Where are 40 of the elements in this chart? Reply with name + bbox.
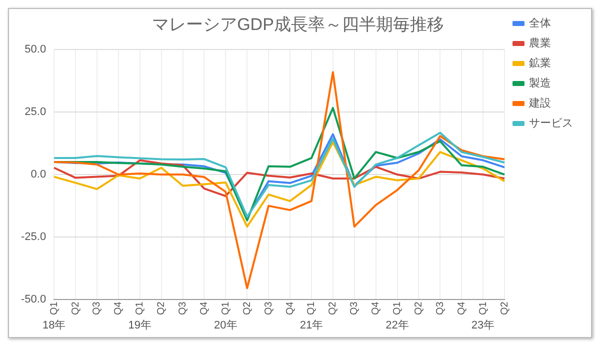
y-tick-label: 50.0 <box>24 43 46 56</box>
text: 19年 <box>128 320 152 332</box>
x-tick-label: Q1 <box>134 301 146 316</box>
x-tick-label: Q2 <box>499 301 510 316</box>
x-tick-label: Q4 <box>198 301 210 316</box>
x-tick-label: Q2 <box>242 301 253 316</box>
text: 22年 <box>386 320 409 332</box>
y-tick-label: -25.0 <box>20 231 46 244</box>
x-tick-label: Q3 <box>434 301 446 316</box>
x-tick-label: Q1 <box>392 301 404 316</box>
x-tick-label: Q2 <box>70 301 82 316</box>
text: 21年 <box>300 320 324 332</box>
x-tick-label: Q3 <box>92 301 103 316</box>
text: 18年 <box>42 320 66 332</box>
x-tick-label: Q4 <box>456 301 468 316</box>
x-tick-label: Q3 <box>349 301 360 316</box>
x-tick-label: Q3 <box>178 301 189 316</box>
x-tick-label: Q2 <box>413 301 424 316</box>
x-tick-label: Q1 <box>306 301 318 316</box>
text: 20年 <box>214 320 238 332</box>
chart-title: マレーシアGDP成長率～四半期毎推移 <box>152 14 444 34</box>
y-tick-label: -50.0 <box>20 294 46 306</box>
y-tick-label: 25.0 <box>24 106 46 118</box>
x-tick-label: Q4 <box>284 301 296 316</box>
x-tick-label: Q2 <box>156 301 168 316</box>
y-tick-label: 0.0 <box>30 168 46 181</box>
text: 23年 <box>471 320 495 332</box>
x-tick-label: Q1 <box>48 301 60 316</box>
legend-label: 製造 <box>529 76 551 90</box>
x-tick-label: Q4 <box>370 301 382 316</box>
x-tick-label: Q2 <box>328 301 339 316</box>
x-tick-label: Q4 <box>113 301 124 316</box>
x-tick-label: Q3 <box>263 301 274 316</box>
legend-label: 鉱業 <box>529 56 551 70</box>
x-tick-label: Q1 <box>220 301 232 316</box>
legend-label: 建設 <box>528 96 551 110</box>
legend-label: 全体 <box>529 18 551 30</box>
x-tick-label: Q1 <box>478 301 489 316</box>
legend-label: サービス <box>529 118 573 130</box>
legend-label: 農業 <box>529 36 551 50</box>
